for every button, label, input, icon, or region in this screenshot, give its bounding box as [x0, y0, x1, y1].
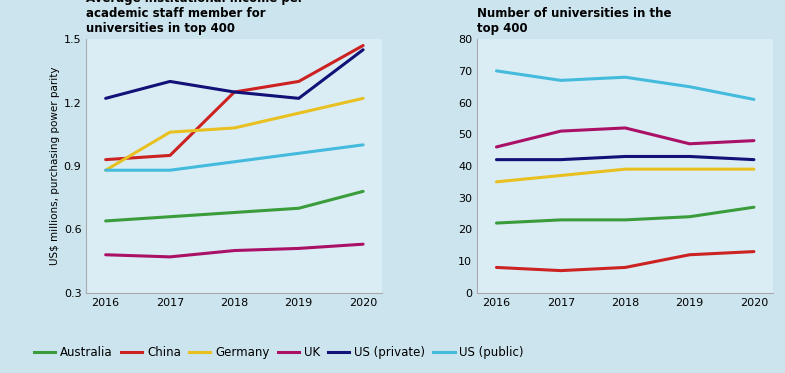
Legend: Australia, China, Germany, UK, US (private), US (public): Australia, China, Germany, UK, US (priva… [30, 341, 528, 363]
Text: Number of universities in the
top 400: Number of universities in the top 400 [477, 7, 672, 35]
Y-axis label: US$ millions, purchasing power parity: US$ millions, purchasing power parity [49, 67, 60, 265]
Text: Average institutional income per
academic staff member for
universities in top 4: Average institutional income per academi… [86, 0, 304, 35]
